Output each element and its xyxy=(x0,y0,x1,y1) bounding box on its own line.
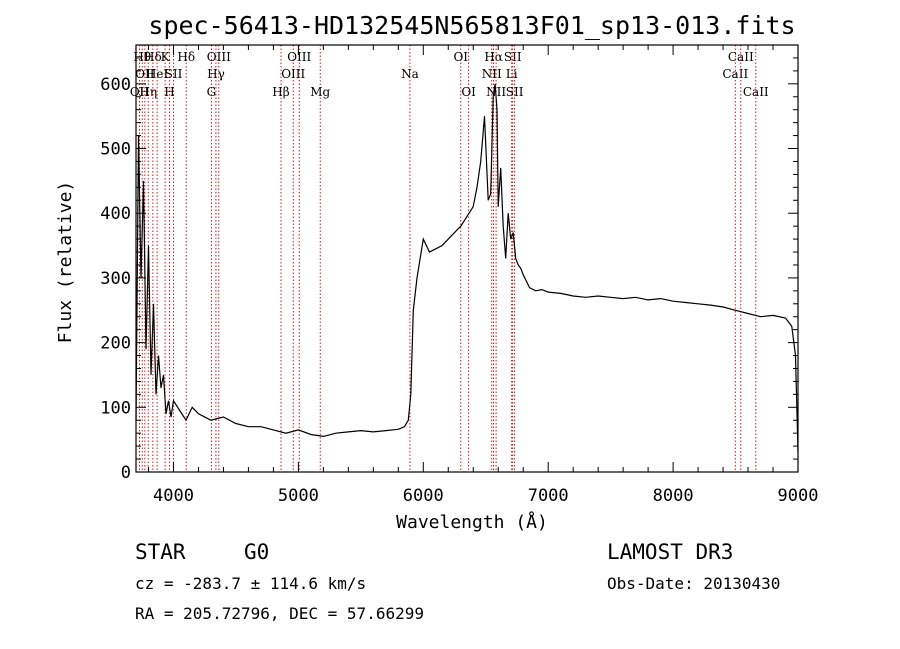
line-mark-label: CaII xyxy=(728,50,754,64)
y-axis-ticks: 0 100 200 300 400 500 600 xyxy=(100,57,798,483)
line-mark-label: SII xyxy=(504,50,522,64)
line-mark-label: OI xyxy=(453,50,468,64)
x-tick-label: 5000 xyxy=(278,486,319,506)
line-mark-label: OIII xyxy=(207,50,231,64)
redshift-cz: cz = -283.7 ± 114.6 km/s xyxy=(135,574,366,593)
subclass: G0 xyxy=(244,540,269,564)
x-tick-label: 9000 xyxy=(778,486,819,506)
line-mark-label: Hη xyxy=(139,85,157,99)
y-tick-label: 200 xyxy=(100,334,131,354)
x-tick-label: 6000 xyxy=(403,486,444,506)
line-mark-label: Hβ xyxy=(272,85,289,99)
line-mark-label: K xyxy=(161,50,171,64)
object-class: STAR xyxy=(135,540,186,564)
x-axis-label: Wavelength (Å) xyxy=(396,511,548,533)
line-mark-label: CaII xyxy=(743,85,769,99)
y-tick-label: 500 xyxy=(100,140,131,160)
line-mark-label: Na xyxy=(401,67,419,81)
line-mark-label: HeI xyxy=(146,67,169,81)
line-mark-label: OIII xyxy=(281,67,305,81)
x-tick-label: 7000 xyxy=(528,486,569,506)
y-tick-label: 600 xyxy=(100,75,131,95)
line-mark-label: Hγ xyxy=(207,67,225,81)
x-tick-label: 8000 xyxy=(653,486,694,506)
line-mark-label: OI xyxy=(461,85,476,99)
spectral-line-markers: OIIHθOIIHηHδHeIKHSIIHδGHγOIIIHβOIIIOIIIM… xyxy=(130,45,769,472)
line-mark-label: SII xyxy=(165,67,183,81)
chart-title: spec-56413-HD132545N565813F01_sp13-013.f… xyxy=(148,11,795,40)
survey-name: LAMOST DR3 xyxy=(607,540,733,564)
y-tick-label: 100 xyxy=(100,398,131,418)
line-mark-label: SII xyxy=(506,85,524,99)
y-tick-label: 400 xyxy=(100,204,131,224)
line-mark-label: Hθ xyxy=(133,50,151,64)
y-tick-label: 0 xyxy=(121,463,131,483)
line-mark-label: Hδ xyxy=(144,50,162,64)
line-mark-label: CaII xyxy=(722,67,748,81)
line-mark-label: NII xyxy=(482,67,502,81)
y-axis-label: Flux (relative) xyxy=(55,181,76,344)
line-mark-label: Mg xyxy=(310,85,330,99)
line-mark-label: G xyxy=(207,85,217,99)
line-mark-label: Li xyxy=(506,67,518,81)
coordinates: RA = 205.72796, DEC = 57.66299 xyxy=(135,604,424,623)
observation-date: Obs-Date: 20130430 xyxy=(607,574,780,593)
y-tick-label: 300 xyxy=(100,269,131,289)
x-tick-label: 4000 xyxy=(153,486,194,506)
line-mark-label: Hα xyxy=(484,50,503,64)
line-mark-label: Hδ xyxy=(177,50,195,64)
x-axis-ticks: 4000 5000 6000 7000 8000 9000 xyxy=(147,45,819,506)
line-mark-label: H xyxy=(164,85,174,99)
line-mark-label: OIII xyxy=(287,50,311,64)
plot-frame xyxy=(135,44,799,473)
spectrum-line xyxy=(135,83,799,453)
